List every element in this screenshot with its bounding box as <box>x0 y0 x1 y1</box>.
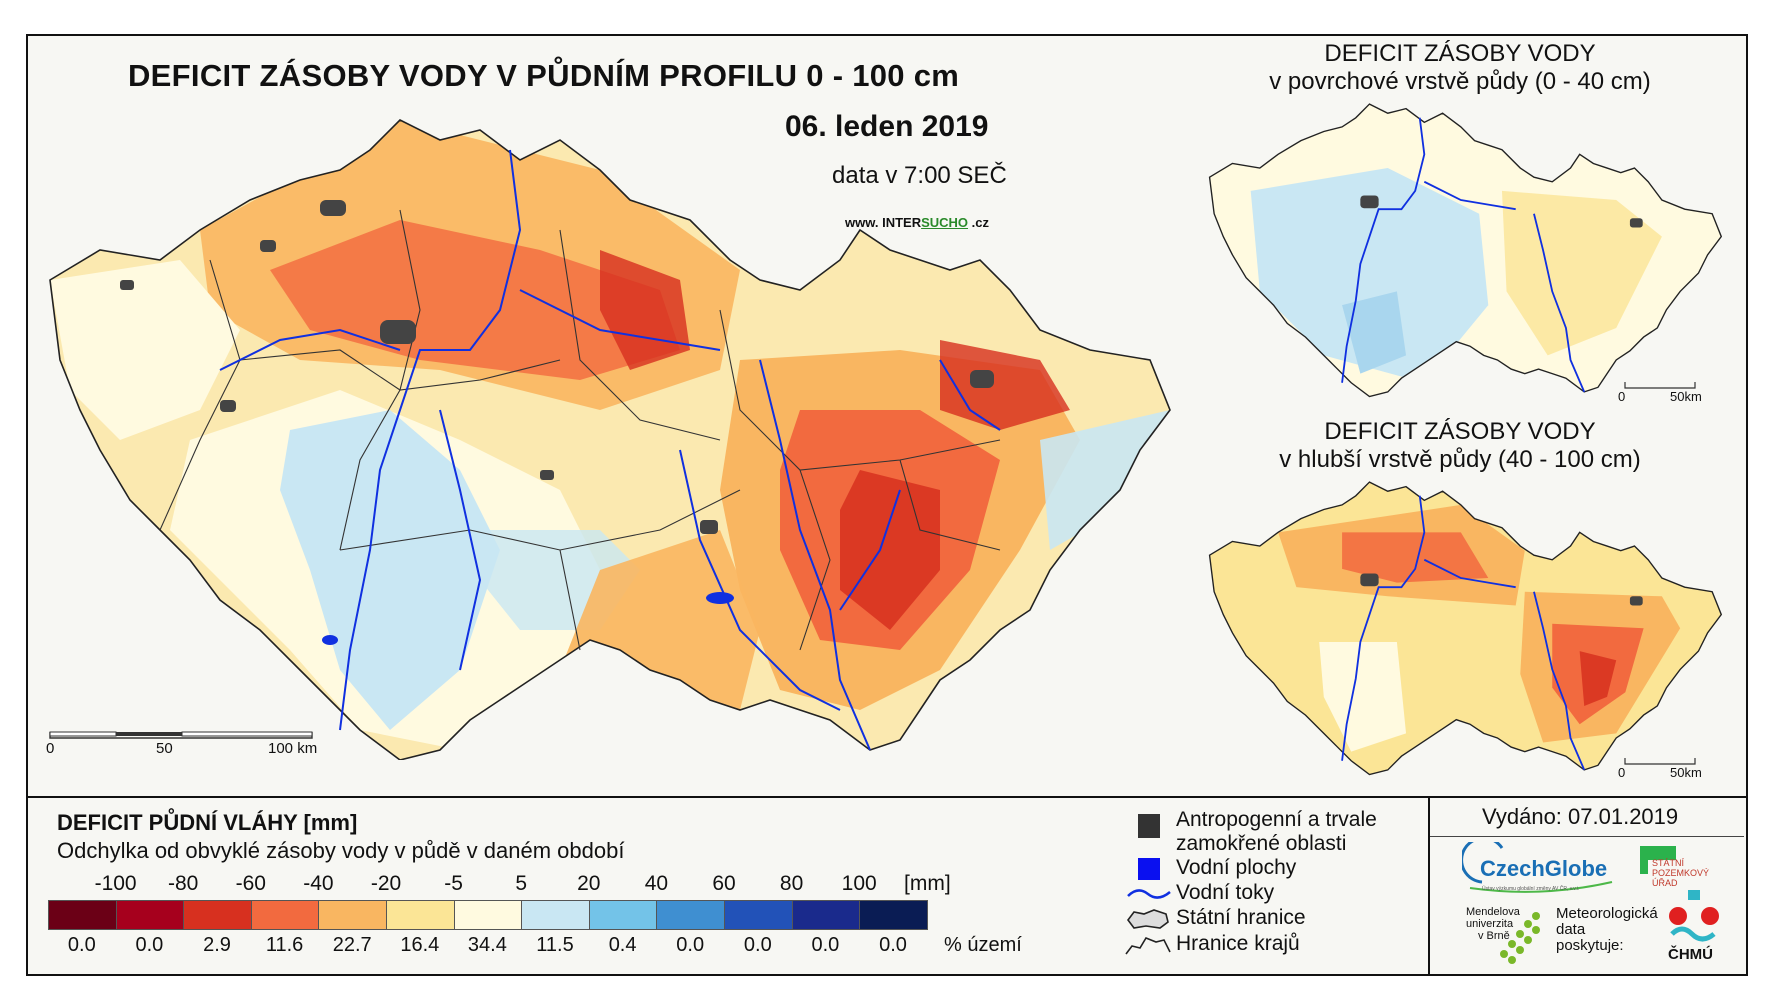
data-time: data v 7:00 SEČ <box>832 162 1007 189</box>
website-prefix: www. INTER <box>845 215 922 230</box>
main-title: DEFICIT ZÁSOBY VODY V PŮDNÍM PROFILU 0 -… <box>128 58 960 93</box>
legend-percentage: 0.0 <box>879 934 907 956</box>
inset-bottom-title-2: v hlubší vrstvě půdy (40 - 100 cm) <box>1279 446 1641 473</box>
legend-tick-label: -100 <box>94 872 137 895</box>
streams-label: Vodní toky <box>1176 881 1275 904</box>
issuer-box <box>1428 796 1748 976</box>
legend-subtitle: Odchylka od obvyklé zásoby vody v půdě v… <box>57 838 625 863</box>
state-border-symbol <box>1127 909 1169 929</box>
legend-percentage: 16.4 <box>400 934 440 956</box>
meteo-3: poskytuje: <box>1556 937 1624 954</box>
inset-top-title-1: DEFICIT ZÁSOBY VODY <box>1324 40 1596 67</box>
legend-swatch <box>250 900 320 930</box>
legend-tick-label: -60 <box>235 872 266 895</box>
inset-bottom-scale-50: 50km <box>1670 765 1702 780</box>
inset-top-scale-0: 0 <box>1618 389 1626 404</box>
inset-top-title-2: v povrchové vrstvě půdy (0 - 40 cm) <box>1269 68 1651 95</box>
legend-tick-label: 80 <box>779 872 804 895</box>
legend-percentage: 0.0 <box>743 934 772 956</box>
website-link[interactable]: www. INTERSUCHO .cz <box>845 215 989 230</box>
inset-top-map <box>1208 103 1723 398</box>
legend-tick-label: -20 <box>370 872 402 895</box>
legend-tick-label: -5 <box>444 872 463 895</box>
legend-tick-label: 40 <box>644 872 669 895</box>
czechglobe-name: CzechGlobe <box>1480 856 1608 881</box>
legend-percentage: 22.7 <box>332 934 372 956</box>
anthropogenic-symbol <box>1138 814 1160 838</box>
legend-tick-label: 100 <box>841 872 877 895</box>
czechglobe-logo-icon <box>1462 842 1613 893</box>
legend-tick-label: -40 <box>303 872 334 895</box>
spu-logo-bar <box>1640 846 1648 874</box>
website-mid: SUCHO <box>921 215 969 230</box>
legend-swatch <box>588 900 658 930</box>
water-bodies-label: Vodní plochy <box>1176 856 1297 879</box>
main-scale-50: 50 <box>156 740 173 757</box>
legend-percentage: 34.4 <box>467 934 507 956</box>
legend-tick-label: 20 <box>577 872 601 895</box>
legend-swatch <box>859 900 928 930</box>
logos-panel <box>1430 836 1744 973</box>
inset-top-scale-50: 50km <box>1670 389 1702 404</box>
region-border-label: Hranice krajů <box>1176 932 1300 955</box>
legend-area <box>26 796 1748 976</box>
legend-swatch <box>386 900 455 930</box>
spu-name: STÁTNÍ POZEMKOVÝ ÚŘAD <box>1652 858 1710 888</box>
main-scale-0: 0 <box>46 740 55 757</box>
main-map <box>49 119 1171 760</box>
legend-percentage: 0.4 <box>608 934 637 956</box>
legend-tick-label: -80 <box>168 872 199 895</box>
legend-swatch <box>724 900 793 930</box>
anthropogenic-label-2: zamokřené oblasti <box>1176 832 1347 855</box>
chmu-name: ČHMÚ <box>1668 946 1713 963</box>
inset-bottom-map <box>1208 481 1723 776</box>
legend-swatch <box>48 900 117 930</box>
legend-swatch <box>115 900 185 930</box>
legend-swatch <box>453 900 523 930</box>
legend-percentage: 0.0 <box>676 934 705 956</box>
inset-bottom-title-1: DEFICIT ZÁSOBY VODY <box>1324 418 1596 445</box>
inset-bottom-scale-0: 0 <box>1618 765 1626 780</box>
inset-bottom-scale-bar <box>1624 758 1696 765</box>
legend-unit: [mm] <box>904 872 951 895</box>
mendelu-2: univerzita <box>1466 918 1514 930</box>
legend-title: DEFICIT PŮDNÍ VLÁHY [mm] <box>57 810 358 835</box>
legend-percentage: 11.6 <box>265 934 304 956</box>
legend-swatch <box>791 900 861 930</box>
czechglobe-sub: Ústav výzkumu globální změny AV ČR, v.v.… <box>1482 886 1580 892</box>
meteo-1: Meteorologická <box>1556 905 1658 922</box>
legend-percentage: 11.5 <box>536 934 574 956</box>
main-scale-bar <box>49 731 313 739</box>
legend-pct-label: % území <box>944 934 1022 956</box>
issued-date: Vydáno: 07.01.2019 <box>1482 804 1679 829</box>
chmu-logo-icon <box>1669 890 1719 942</box>
legend-swatch <box>183 900 252 930</box>
legend-percentage: 0.0 <box>67 934 96 956</box>
legend-swatch <box>656 900 725 930</box>
mendelu-3: v Brně <box>1478 930 1510 942</box>
map-date: 06. leden 2019 <box>785 110 989 143</box>
water-body-symbol <box>1138 858 1160 880</box>
state-border-label: Státní hranice <box>1176 906 1306 929</box>
legend-swatch <box>521 900 590 930</box>
legend-percentage: 0.0 <box>135 934 164 956</box>
meteo-2: data <box>1556 921 1586 938</box>
stream-symbol <box>1127 889 1171 899</box>
website-suffix: .cz <box>968 215 989 230</box>
region-border-symbol <box>1125 937 1171 955</box>
mendelu-logo-icon <box>1500 912 1540 964</box>
legend-tick-label: 5 <box>515 872 528 895</box>
spu-logo-icon <box>1640 846 1676 860</box>
legend-percentage: 0.0 <box>811 934 840 956</box>
anthropogenic-label-1: Antropogenní a trvale <box>1176 808 1377 831</box>
legend-percentage: 2.9 <box>203 934 231 956</box>
inset-top-scale-bar <box>1624 382 1696 389</box>
mendelu-1: Mendelova <box>1466 906 1520 918</box>
main-scale-100: 100 km <box>268 740 318 757</box>
legend-swatch <box>318 900 387 930</box>
legend-tick-label: 60 <box>712 872 736 895</box>
